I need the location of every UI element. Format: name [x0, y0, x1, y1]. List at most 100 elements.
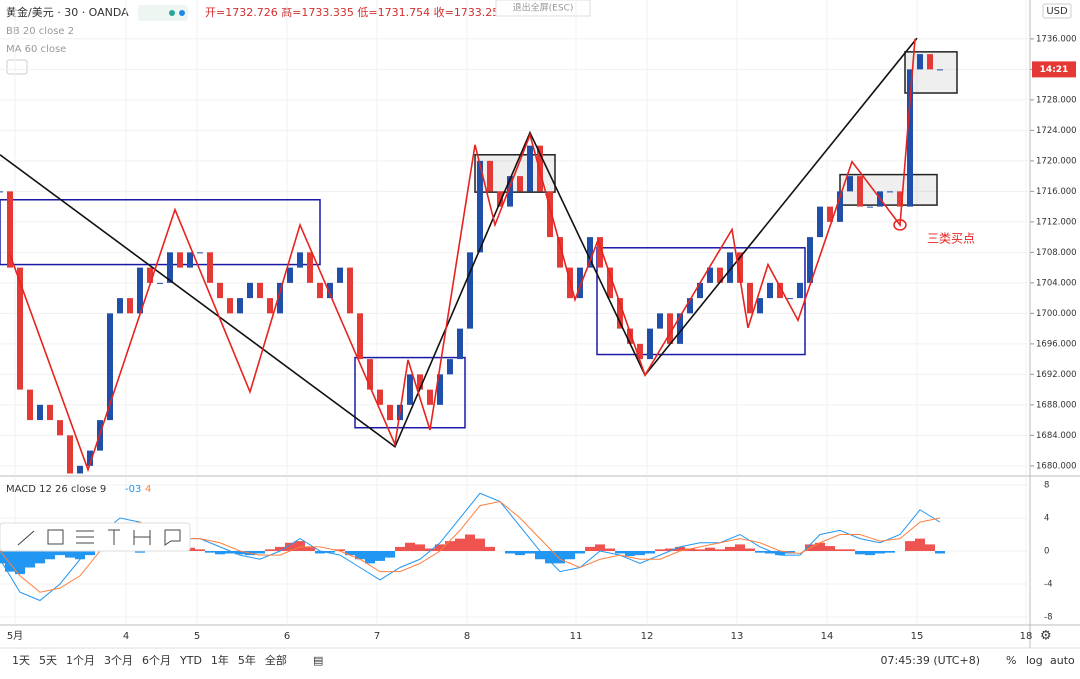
candle	[337, 267, 343, 283]
histogram-bar	[5, 551, 15, 572]
candle	[157, 282, 163, 284]
candle	[547, 191, 553, 238]
candle	[327, 282, 333, 299]
histogram-bar	[375, 551, 385, 561]
candle	[507, 176, 513, 207]
candle	[847, 176, 853, 192]
candle	[417, 374, 423, 390]
y-tick-label: 1720.000	[1036, 156, 1077, 166]
candle	[387, 404, 393, 421]
range-button[interactable]: 5天	[39, 654, 57, 667]
y-tick-label: 1688.000	[1036, 400, 1077, 410]
histogram-bar	[595, 544, 605, 552]
tool-text[interactable]	[108, 529, 120, 545]
candle	[217, 282, 223, 299]
indicator[interactable]: BB 20 close 2	[6, 26, 74, 37]
histogram-bar	[305, 546, 315, 552]
histogram-bar	[365, 551, 375, 564]
indicator[interactable]: MA 60 close	[6, 44, 66, 55]
candle	[577, 267, 583, 299]
candle	[677, 313, 683, 344]
candle	[767, 282, 773, 299]
candle	[377, 389, 383, 405]
candle	[647, 328, 653, 360]
x-tick-label: 7	[374, 631, 380, 642]
x-tick-label: 12	[641, 631, 654, 642]
histogram-bar	[335, 549, 345, 552]
tool-note[interactable]	[164, 529, 181, 546]
range-button[interactable]: 1天	[12, 654, 30, 667]
candle	[917, 54, 923, 70]
zone-box	[0, 199, 321, 266]
macd-readout: 4	[145, 484, 151, 495]
candle	[587, 237, 593, 268]
histogram-bar	[615, 551, 625, 554]
y-tick-label: 1692.000	[1036, 370, 1077, 380]
exit-fullscreen-label[interactable]: 退出全屏(ESC)	[513, 2, 574, 14]
scale-option[interactable]: log	[1026, 654, 1043, 667]
scale-option[interactable]: auto	[1050, 654, 1075, 667]
histogram-bar	[865, 551, 875, 556]
range-button[interactable]: YTD	[179, 654, 202, 667]
range-button[interactable]: 5年	[238, 653, 256, 667]
histogram-bar	[855, 551, 865, 555]
range-button[interactable]: 1年	[211, 653, 229, 667]
histogram-bar	[765, 551, 775, 554]
candle	[697, 282, 703, 299]
y-tick-label: 1728.000	[1036, 95, 1077, 105]
histogram-bar	[745, 548, 755, 552]
candle	[487, 160, 493, 192]
histogram-bar	[225, 551, 235, 554]
candle	[427, 389, 433, 405]
histogram-bar	[695, 549, 705, 552]
x-tick-label: 5	[194, 631, 200, 642]
histogram-bar	[845, 549, 855, 552]
histogram-bar	[775, 551, 785, 556]
scale-option[interactable]: %	[1006, 654, 1016, 667]
range-button[interactable]: 1个月	[66, 654, 95, 667]
histogram-bar	[905, 541, 915, 552]
candle	[347, 267, 353, 314]
range-button[interactable]: 全部	[265, 653, 287, 667]
range-button[interactable]: 6个月	[142, 654, 171, 667]
currency[interactable]: USD	[1046, 6, 1068, 17]
histogram-bar	[605, 548, 615, 552]
x-tick-label: 18	[1020, 631, 1033, 642]
y-tick-label: 1684.000	[1036, 431, 1077, 441]
x-tick-label: 6	[284, 631, 290, 642]
histogram-bar	[55, 551, 65, 556]
candle	[0, 191, 3, 193]
buy-point-marker	[893, 219, 907, 231]
candle	[717, 267, 723, 283]
candle	[887, 191, 893, 193]
candle	[637, 343, 643, 360]
indicator-title: MACD 12 26 close 9	[6, 484, 106, 495]
zone-box	[839, 173, 938, 206]
tool-line[interactable]	[17, 530, 35, 546]
candle	[467, 252, 473, 329]
tool-measure[interactable]	[133, 530, 151, 545]
histogram-bar	[925, 544, 935, 552]
currency-box[interactable]	[1042, 3, 1072, 19]
collapse-button[interactable]	[6, 59, 28, 75]
histogram-bar	[915, 538, 925, 552]
histogram-bar	[755, 551, 765, 553]
exit-fullscreen[interactable]	[495, 0, 591, 17]
histogram-bar	[385, 551, 395, 558]
candle	[817, 206, 823, 238]
y-tick-label: -4	[1044, 580, 1052, 590]
range-button[interactable]: 3个月	[104, 654, 133, 667]
candle	[257, 282, 263, 299]
settings[interactable]: ⚙	[1040, 629, 1052, 644]
histogram-bar	[665, 548, 675, 552]
histogram-bar	[725, 546, 735, 552]
x-tick-label: 13	[731, 631, 744, 642]
histogram-bar	[425, 548, 435, 552]
histogram-bar	[65, 551, 75, 558]
date-range-icon[interactable]: ▤	[313, 654, 323, 667]
tool-fib[interactable]	[76, 530, 94, 544]
tool-rect[interactable]	[47, 529, 64, 545]
candle	[857, 176, 863, 207]
